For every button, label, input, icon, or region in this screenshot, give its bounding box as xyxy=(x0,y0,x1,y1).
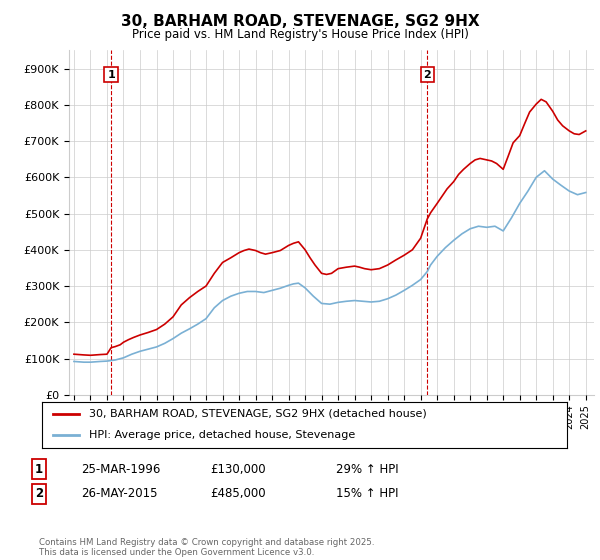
Text: 30, BARHAM ROAD, STEVENAGE, SG2 9HX: 30, BARHAM ROAD, STEVENAGE, SG2 9HX xyxy=(121,14,479,29)
Text: 2: 2 xyxy=(424,69,431,80)
Text: Price paid vs. HM Land Registry's House Price Index (HPI): Price paid vs. HM Land Registry's House … xyxy=(131,28,469,41)
Text: Contains HM Land Registry data © Crown copyright and database right 2025.
This d: Contains HM Land Registry data © Crown c… xyxy=(39,538,374,557)
Text: 25-MAR-1996: 25-MAR-1996 xyxy=(81,463,160,476)
Text: 30, BARHAM ROAD, STEVENAGE, SG2 9HX (detached house): 30, BARHAM ROAD, STEVENAGE, SG2 9HX (det… xyxy=(89,409,427,418)
Text: £130,000: £130,000 xyxy=(210,463,266,476)
Text: 2: 2 xyxy=(35,487,43,501)
Bar xyxy=(69,50,111,395)
Bar xyxy=(111,50,427,395)
Text: 29% ↑ HPI: 29% ↑ HPI xyxy=(336,463,398,476)
Text: HPI: Average price, detached house, Stevenage: HPI: Average price, detached house, Stev… xyxy=(89,430,355,440)
Text: 26-MAY-2015: 26-MAY-2015 xyxy=(81,487,157,501)
Text: 1: 1 xyxy=(107,69,115,80)
Text: 1: 1 xyxy=(35,463,43,476)
Text: 15% ↑ HPI: 15% ↑ HPI xyxy=(336,487,398,501)
Text: £485,000: £485,000 xyxy=(210,487,266,501)
